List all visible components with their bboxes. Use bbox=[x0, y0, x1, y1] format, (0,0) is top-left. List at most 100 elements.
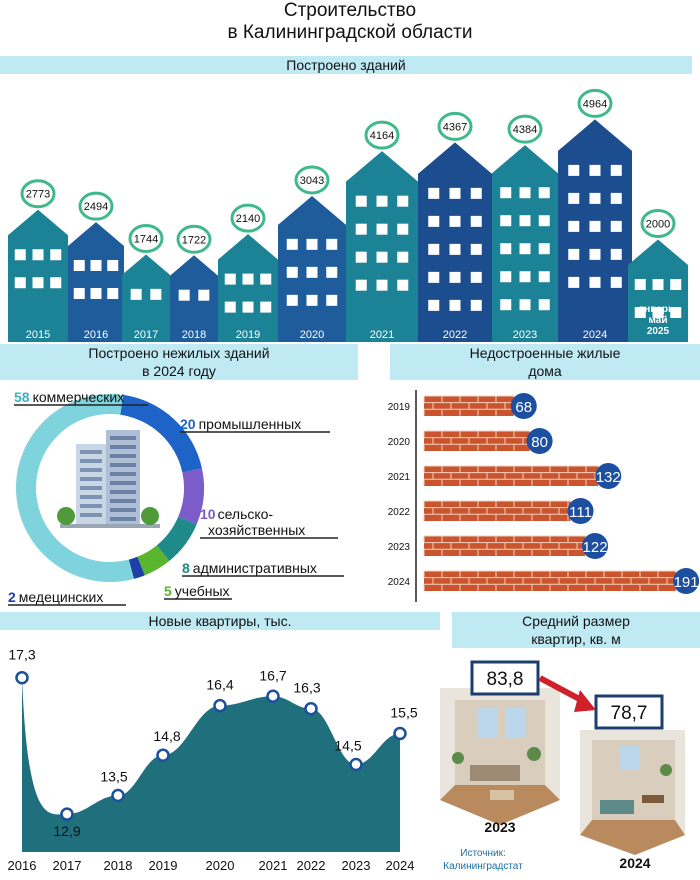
window-icon bbox=[355, 195, 367, 207]
window-icon bbox=[242, 273, 254, 285]
building-value-label: 1744 bbox=[134, 233, 158, 245]
avgsize-chart: 83,8 78,7 2023 2024 Источник: Калинингра… bbox=[440, 660, 685, 872]
buildings-banner-label: Построено зданий bbox=[286, 57, 406, 73]
window-icon bbox=[634, 279, 646, 290]
flats-year-label: 2020 bbox=[206, 858, 235, 873]
window-icon bbox=[568, 192, 580, 204]
unfinished-value-badge bbox=[582, 533, 609, 559]
window-icon bbox=[449, 299, 461, 311]
window-icon bbox=[428, 187, 440, 199]
window-icon bbox=[538, 243, 550, 255]
unfinished-year-label: 2023 bbox=[388, 542, 411, 553]
flats-year-label: 2016 bbox=[8, 858, 37, 873]
window-icon bbox=[634, 307, 646, 318]
donut-label-value: 5 bbox=[164, 583, 172, 599]
donut-label-value: 20 bbox=[180, 416, 196, 432]
donut-slice bbox=[156, 516, 197, 561]
donut-slice bbox=[178, 468, 204, 525]
flats-value-label: 15,5 bbox=[390, 705, 417, 721]
window-icon bbox=[538, 299, 550, 311]
unfinished-value-label: 68 bbox=[515, 399, 532, 416]
flats-point bbox=[60, 807, 74, 821]
window-icon bbox=[500, 243, 512, 255]
unfinished-value-badge bbox=[510, 393, 537, 419]
nonres-banner-line-2: в 2024 году bbox=[142, 363, 216, 379]
window-icon bbox=[470, 243, 482, 255]
window-icon bbox=[568, 220, 580, 232]
flats-year-label: 2019 bbox=[149, 858, 178, 873]
window-icon bbox=[449, 271, 461, 283]
unfinished-value-label: 191 bbox=[674, 574, 699, 591]
window-icon bbox=[224, 301, 236, 313]
brick-bar bbox=[423, 465, 599, 486]
building-value-badge bbox=[20, 179, 56, 209]
avgsize-banner-line-2: квартир, кв. м bbox=[531, 631, 621, 647]
unfinished-value-label: 80 bbox=[531, 434, 548, 451]
buildings-banner: Построено зданий bbox=[0, 56, 692, 74]
building-value-badge bbox=[437, 111, 473, 141]
window-icon bbox=[355, 251, 367, 263]
building-year-label: 2016 bbox=[84, 329, 108, 341]
donut-label-value: 2 bbox=[8, 589, 16, 605]
building-bar bbox=[418, 142, 492, 342]
window-icon bbox=[326, 238, 338, 250]
window-icon bbox=[538, 187, 550, 199]
building-bar bbox=[8, 209, 68, 342]
window-icon bbox=[610, 220, 622, 232]
flats-year-label: 2017 bbox=[53, 858, 82, 873]
window-icon bbox=[500, 215, 512, 227]
donut-label: 2 медецинских bbox=[8, 589, 103, 605]
nonres-banner: Построено нежилых зданий в 2024 году bbox=[0, 344, 358, 380]
unfinished-year-label: 2019 bbox=[388, 402, 411, 413]
flats-value-label: 16,4 bbox=[206, 677, 233, 693]
donut-label-line2: хозяйственных bbox=[208, 522, 305, 538]
building-year-label: 2018 bbox=[182, 329, 206, 341]
building-shape bbox=[122, 254, 170, 342]
window-icon bbox=[519, 243, 531, 255]
window-icon bbox=[610, 248, 622, 260]
building-value-label: 4964 bbox=[583, 98, 607, 110]
flats-value-label: 13,5 bbox=[100, 769, 127, 785]
brick-bar bbox=[423, 570, 677, 591]
avgsize-2023-box bbox=[470, 660, 540, 696]
flats-year-label: 2023 bbox=[342, 858, 371, 873]
window-icon bbox=[355, 279, 367, 291]
window-icon bbox=[538, 215, 550, 227]
window-icon bbox=[470, 271, 482, 283]
office-building-icon bbox=[57, 430, 160, 528]
title-line-2: в Калининградской области bbox=[227, 22, 473, 43]
window-icon bbox=[376, 195, 388, 207]
window-icon bbox=[500, 299, 512, 311]
building-value-label: 2773 bbox=[26, 189, 50, 201]
window-icon bbox=[32, 249, 44, 261]
room-2023-image bbox=[440, 688, 560, 825]
building-value-label: 2000 bbox=[646, 219, 670, 231]
window-icon bbox=[306, 238, 318, 250]
flats-point bbox=[111, 788, 125, 803]
window-icon bbox=[610, 276, 622, 288]
building-value-badge bbox=[577, 88, 613, 118]
building-year-label: 2024 bbox=[583, 329, 607, 341]
window-icon bbox=[610, 164, 622, 176]
window-icon bbox=[449, 187, 461, 199]
window-icon bbox=[568, 276, 580, 288]
donut-label-value: 58 bbox=[14, 389, 30, 405]
building-value-label: 4164 bbox=[370, 130, 394, 142]
unfinished-value-badge bbox=[526, 428, 553, 454]
window-icon bbox=[224, 273, 236, 285]
window-icon bbox=[568, 248, 580, 260]
building-shape bbox=[170, 255, 218, 342]
window-icon bbox=[500, 187, 512, 199]
building-value-badge bbox=[230, 203, 266, 233]
window-icon bbox=[73, 259, 85, 271]
building-bar bbox=[170, 255, 218, 342]
window-icon bbox=[538, 271, 550, 283]
window-icon bbox=[260, 301, 272, 313]
window-icon bbox=[376, 223, 388, 235]
window-icon bbox=[500, 271, 512, 283]
window-icon bbox=[397, 279, 409, 291]
nonres-banner-line-1: Построено нежилых зданий bbox=[88, 345, 270, 361]
window-icon bbox=[397, 251, 409, 263]
building-year-label: 2017 bbox=[134, 329, 158, 341]
window-icon bbox=[326, 266, 338, 278]
